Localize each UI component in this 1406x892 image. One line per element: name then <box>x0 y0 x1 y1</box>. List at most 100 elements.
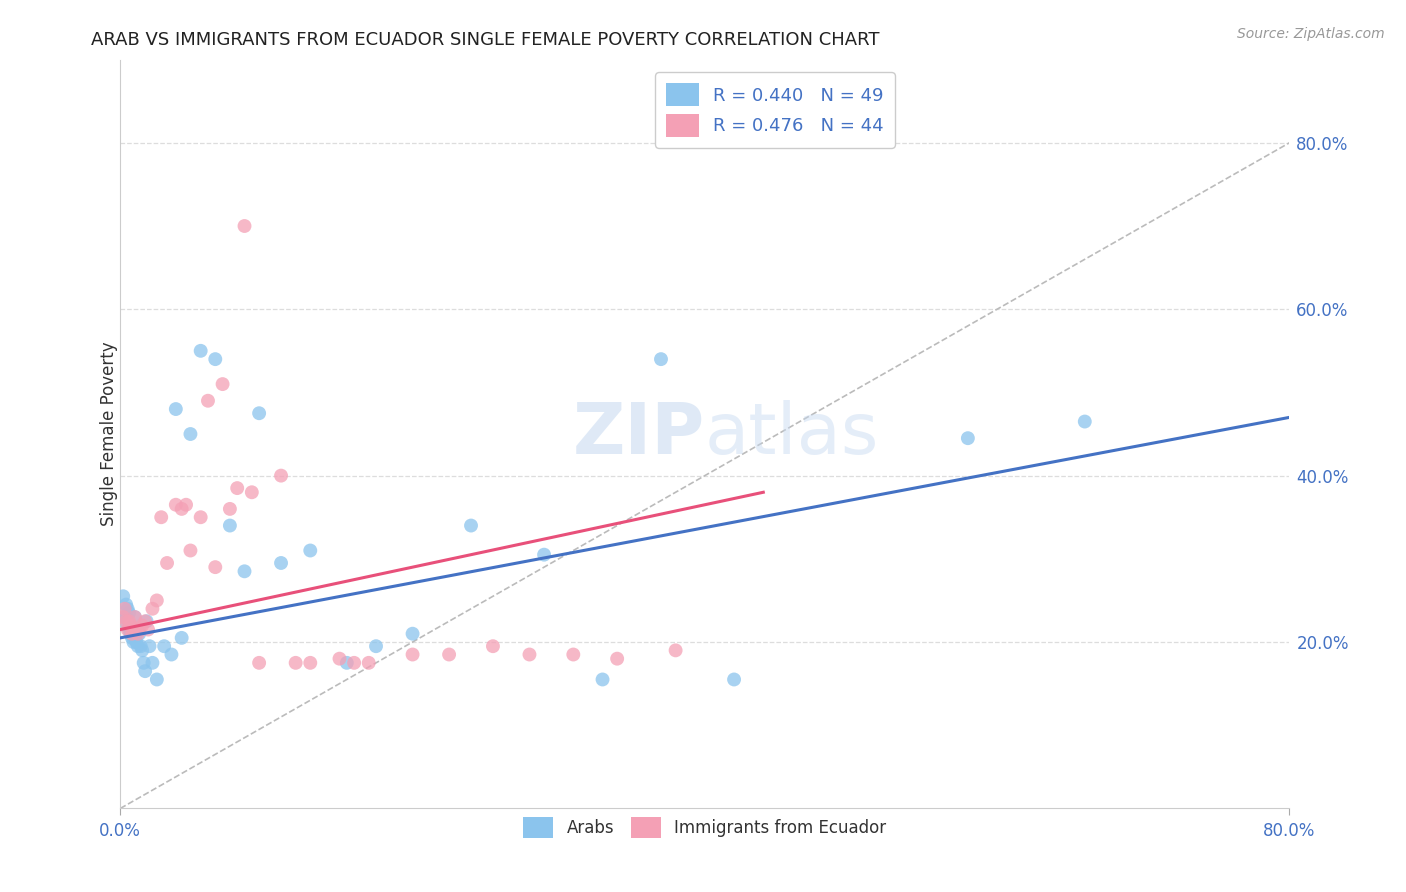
Point <box>114 601 136 615</box>
Point <box>437 648 460 662</box>
Point <box>240 485 263 500</box>
Point <box>112 610 135 624</box>
Point <box>120 626 142 640</box>
Point <box>562 648 585 662</box>
Point <box>270 468 292 483</box>
Point <box>519 648 541 662</box>
Point <box>482 639 505 653</box>
Point <box>131 618 153 632</box>
Point <box>270 556 292 570</box>
Point <box>129 639 152 653</box>
Point <box>170 502 193 516</box>
Point <box>120 618 142 632</box>
Point <box>127 626 149 640</box>
Point <box>128 626 150 640</box>
Point <box>120 618 142 632</box>
Point <box>117 601 139 615</box>
Point <box>606 651 628 665</box>
Point <box>299 543 322 558</box>
Point <box>179 427 201 442</box>
Point <box>131 643 153 657</box>
Point <box>401 648 423 662</box>
Point <box>115 614 138 628</box>
Point <box>460 518 482 533</box>
Point <box>132 656 155 670</box>
Point <box>328 651 350 665</box>
Point <box>170 631 193 645</box>
Point <box>165 402 187 417</box>
Point <box>117 618 139 632</box>
Point <box>136 623 159 637</box>
Point <box>197 393 219 408</box>
Y-axis label: Single Female Poverty: Single Female Poverty <box>100 342 118 526</box>
Point <box>141 601 163 615</box>
Point <box>364 639 387 653</box>
Point <box>284 656 307 670</box>
Point <box>665 643 688 657</box>
Point <box>138 639 160 653</box>
Point <box>233 219 256 233</box>
Point <box>190 343 212 358</box>
Point <box>127 639 149 653</box>
Point <box>247 406 270 420</box>
Point <box>124 610 146 624</box>
Point <box>118 614 141 628</box>
Point <box>160 648 183 662</box>
Point <box>146 593 169 607</box>
Point <box>247 656 270 670</box>
Point <box>112 589 135 603</box>
Point <box>190 510 212 524</box>
Point <box>156 556 179 570</box>
Point <box>592 673 614 687</box>
Point <box>115 610 138 624</box>
Point <box>122 635 145 649</box>
Text: Source: ZipAtlas.com: Source: ZipAtlas.com <box>1237 27 1385 41</box>
Point <box>343 656 366 670</box>
Point <box>723 673 745 687</box>
Point <box>150 510 173 524</box>
Point <box>219 518 242 533</box>
Point <box>650 352 672 367</box>
Point <box>174 498 197 512</box>
Point <box>146 673 169 687</box>
Point <box>219 502 242 516</box>
Point <box>204 352 226 367</box>
Point <box>124 631 146 645</box>
Point <box>118 606 141 620</box>
Point <box>1074 415 1097 429</box>
Point <box>117 623 139 637</box>
Point <box>121 623 143 637</box>
Point <box>114 610 136 624</box>
Point <box>125 635 148 649</box>
Text: atlas: atlas <box>704 400 879 468</box>
Point <box>299 656 322 670</box>
Point <box>115 598 138 612</box>
Point <box>153 639 176 653</box>
Point <box>226 481 249 495</box>
Point <box>135 614 157 628</box>
Text: ARAB VS IMMIGRANTS FROM ECUADOR SINGLE FEMALE POVERTY CORRELATION CHART: ARAB VS IMMIGRANTS FROM ECUADOR SINGLE F… <box>91 31 880 49</box>
Point <box>233 564 256 578</box>
Point <box>134 614 156 628</box>
Point <box>124 610 146 624</box>
Text: ZIP: ZIP <box>572 400 704 468</box>
Point <box>122 623 145 637</box>
Point <box>141 656 163 670</box>
Point <box>165 498 187 512</box>
Point <box>134 664 156 678</box>
Point <box>533 548 555 562</box>
Point <box>357 656 380 670</box>
Point <box>125 623 148 637</box>
Point <box>336 656 359 670</box>
Point <box>121 626 143 640</box>
Point <box>204 560 226 574</box>
Point <box>401 626 423 640</box>
Point <box>956 431 979 445</box>
Point <box>122 626 145 640</box>
Legend: Arabs, Immigrants from Ecuador: Arabs, Immigrants from Ecuador <box>516 810 893 845</box>
Point <box>211 377 233 392</box>
Point <box>118 623 141 637</box>
Point <box>179 543 201 558</box>
Point <box>121 631 143 645</box>
Point <box>128 623 150 637</box>
